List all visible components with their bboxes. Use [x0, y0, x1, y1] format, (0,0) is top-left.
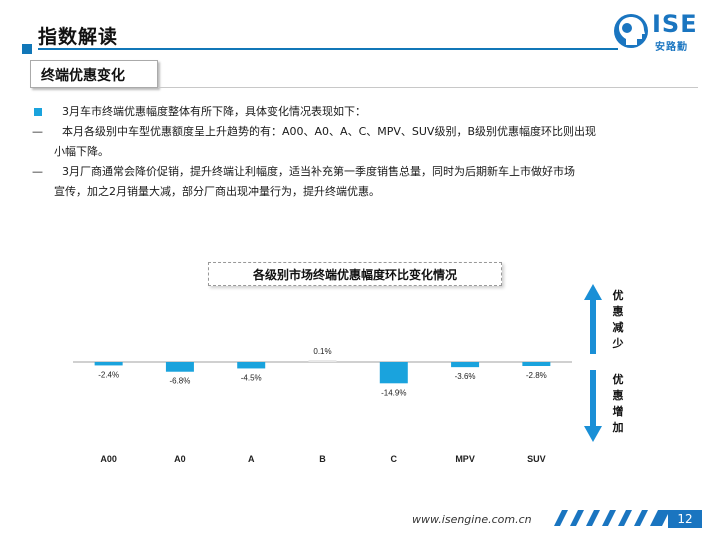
down-arrow-shaft — [590, 370, 596, 428]
bullet-text: 3月车市终端优惠幅度整体有所下降，具体变化情况表现如下： — [62, 105, 366, 118]
title-bar: 指数解读 — [22, 18, 618, 54]
section-subtitle-box: 终端优惠变化 — [30, 60, 158, 88]
subtitle-divider — [158, 87, 698, 88]
chart-bar — [94, 362, 123, 366]
category-label: SUV — [527, 454, 546, 464]
title-underline — [38, 48, 618, 50]
logo-subtext: 安路勤 — [655, 42, 688, 53]
bullet-item: — 3月厂商通常会降价促销，提升终端让利幅度，适当补充第一季度销售总量，同时为后… — [32, 162, 684, 182]
dash-icon: — — [32, 165, 43, 178]
data-label: -3.6% — [455, 372, 476, 381]
dash-icon: — — [32, 125, 43, 138]
data-label: 0.1% — [313, 347, 331, 356]
chart-bar — [451, 362, 480, 368]
category-label: MPV — [455, 454, 475, 464]
section-subtitle: 终端优惠变化 — [41, 68, 125, 84]
chart-bar — [165, 362, 194, 372]
bullet-text: 宣传，加之2月销量大减，部分厂商出现冲量行为，提升终端优惠。 — [54, 185, 380, 198]
bullet-text: 本月各级别中车型优惠额度呈上升趋势的有：A00、A0、A、C、MPV、SUV级别… — [62, 125, 597, 138]
page-number: 12 — [668, 510, 702, 528]
chart-bar — [237, 362, 266, 369]
category-label: A00 — [100, 454, 117, 464]
up-arrow-label: 优惠减少 — [612, 289, 624, 350]
page-title: 指数解读 — [38, 26, 119, 48]
data-label: -14.9% — [381, 388, 406, 397]
data-label: -4.5% — [241, 373, 262, 382]
up-arrow-icon — [584, 284, 602, 300]
bullet-item: 3月车市终端优惠幅度整体有所下降，具体变化情况表现如下： — [34, 102, 684, 122]
up-arrow-shaft — [590, 298, 596, 354]
chart-bar — [308, 360, 337, 362]
chart-title-box: 各级别市场终端优惠幅度环比变化情况 — [208, 262, 502, 286]
bullet-square-icon — [34, 108, 42, 116]
data-label: -2.4% — [98, 370, 119, 379]
data-label: -2.8% — [526, 371, 547, 380]
bullet-text: 小幅下降。 — [54, 145, 109, 158]
chart-bar — [522, 362, 551, 367]
chart-title: 各级别市场终端优惠幅度环比变化情况 — [252, 268, 457, 282]
bullet-item: — 本月各级别中车型优惠额度呈上升趋势的有：A00、A0、A、C、MPV、SUV… — [32, 122, 684, 142]
brand-logo: ISE 安路勤 — [612, 10, 704, 54]
category-label: B — [319, 454, 326, 464]
category-label: A0 — [174, 454, 186, 464]
logo-wordmark: ISE — [652, 10, 698, 38]
down-arrow-label: 优惠增加 — [612, 373, 624, 434]
bullet-list: 3月车市终端优惠幅度整体有所下降，具体变化情况表现如下： — 本月各级别中车型优… — [32, 102, 684, 202]
footer-url[interactable]: www.isengine.com.cn — [412, 513, 532, 526]
category-label: A — [248, 454, 255, 464]
down-arrow-icon — [584, 426, 602, 442]
title-marker — [22, 44, 32, 54]
bullet-continuation: 小幅下降。 — [34, 142, 684, 162]
bullet-text: 3月厂商通常会降价促销，提升终端让利幅度，适当补充第一季度销售总量，同时为后期新… — [62, 165, 575, 178]
bullet-continuation: 宣传，加之2月销量大减，部分厂商出现冲量行为，提升终端优惠。 — [34, 182, 684, 202]
category-label: C — [391, 454, 398, 464]
data-label: -6.8% — [169, 377, 190, 386]
chart-bar — [379, 362, 408, 384]
footer-stripes-decoration — [554, 510, 668, 526]
logo-head-icon — [614, 14, 648, 48]
